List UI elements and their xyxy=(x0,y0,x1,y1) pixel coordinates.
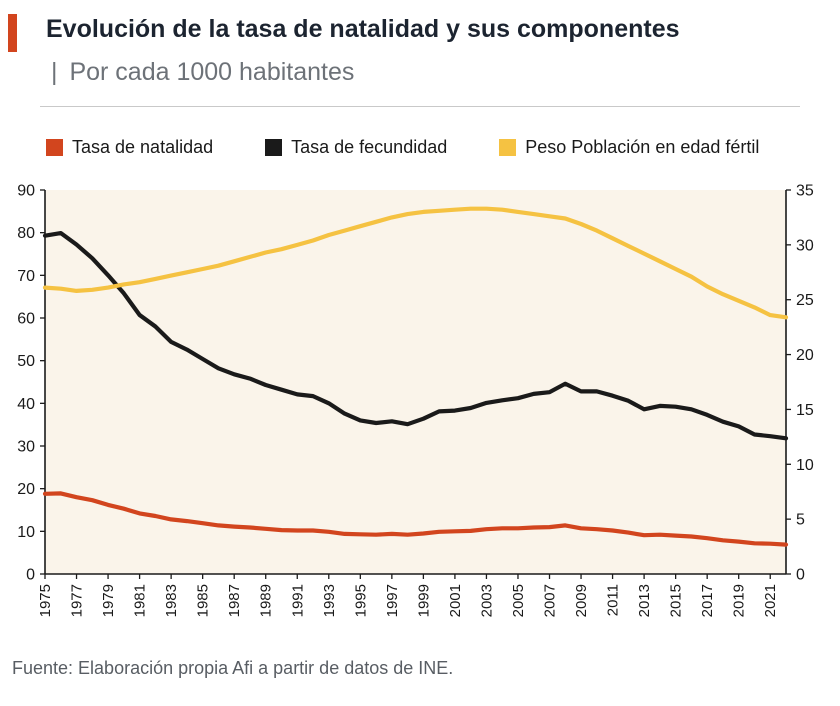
svg-text:1993: 1993 xyxy=(321,584,338,617)
svg-text:0: 0 xyxy=(26,567,35,584)
svg-text:50: 50 xyxy=(17,353,35,370)
header: Evolución de la tasa de natalidad y sus … xyxy=(0,0,840,94)
chart-svg: 0 10 20 30 40 50 60 70 80 90 0 5 10 15 20 25 30 35 1975 197… xyxy=(17,183,814,618)
title-accent-bar xyxy=(8,14,17,52)
legend-swatch xyxy=(499,139,517,156)
header-divider xyxy=(40,106,800,107)
svg-text:1995: 1995 xyxy=(352,584,369,617)
svg-text:1975: 1975 xyxy=(37,584,54,617)
legend-item-peso-poblacion: Peso Población en edad fértil xyxy=(499,137,759,158)
svg-text:1999: 1999 xyxy=(415,584,432,617)
svg-text:2013: 2013 xyxy=(636,584,653,617)
svg-text:0: 0 xyxy=(796,567,805,584)
svg-text:2015: 2015 xyxy=(668,584,685,617)
svg-text:30: 30 xyxy=(796,237,814,254)
svg-text:60: 60 xyxy=(17,311,35,328)
svg-text:2003: 2003 xyxy=(478,584,495,617)
svg-text:10: 10 xyxy=(796,457,814,474)
svg-text:1985: 1985 xyxy=(195,584,212,617)
svg-text:70: 70 xyxy=(17,268,35,285)
svg-text:1997: 1997 xyxy=(384,584,401,617)
svg-text:25: 25 xyxy=(796,292,814,309)
legend-swatch xyxy=(265,139,283,156)
svg-text:10: 10 xyxy=(17,524,35,541)
svg-text:1983: 1983 xyxy=(163,584,180,617)
svg-text:1977: 1977 xyxy=(69,584,86,617)
svg-text:30: 30 xyxy=(17,439,35,456)
svg-text:20: 20 xyxy=(796,347,814,364)
svg-text:2005: 2005 xyxy=(510,584,527,617)
svg-text:2007: 2007 xyxy=(542,584,559,617)
svg-text:35: 35 xyxy=(796,183,814,200)
legend-item-natalidad: Tasa de natalidad xyxy=(46,137,213,158)
source-note: Fuente: Elaboración propia Afi a partir … xyxy=(12,658,454,678)
svg-text:80: 80 xyxy=(17,225,35,242)
svg-text:2009: 2009 xyxy=(573,584,590,617)
svg-text:5: 5 xyxy=(796,512,805,529)
svg-text:20: 20 xyxy=(17,481,35,498)
svg-text:2011: 2011 xyxy=(605,584,622,616)
svg-text:2019: 2019 xyxy=(731,584,748,617)
legend-swatch xyxy=(46,139,63,156)
svg-text:40: 40 xyxy=(17,396,35,413)
svg-text:2017: 2017 xyxy=(699,584,716,617)
legend-label: Tasa de fecundidad xyxy=(291,137,448,157)
svg-text:2001: 2001 xyxy=(447,584,464,617)
title-main: Evolución de la tasa de natalidad y sus … xyxy=(46,15,680,43)
svg-text:1979: 1979 xyxy=(100,584,117,617)
page-title: Evolución de la tasa de natalidad y sus … xyxy=(46,8,691,94)
svg-text:1989: 1989 xyxy=(258,584,275,617)
svg-text:15: 15 xyxy=(796,402,814,419)
legend-label: Peso Población en edad fértil xyxy=(525,137,760,157)
title-separator: | xyxy=(51,58,58,86)
svg-text:2021: 2021 xyxy=(762,584,779,617)
svg-text:1987: 1987 xyxy=(226,584,243,617)
svg-text:1991: 1991 xyxy=(289,584,306,617)
title-subtitle: Por cada 1000 habitantes xyxy=(69,58,355,86)
svg-text:90: 90 xyxy=(17,183,35,200)
legend-label: Tasa de natalidad xyxy=(72,137,214,157)
svg-text:1981: 1981 xyxy=(132,584,149,617)
chart-legend: Tasa de natalidad Tasa de fecundidad Pes… xyxy=(46,137,840,158)
legend-item-fecundidad: Tasa de fecundidad xyxy=(265,137,447,158)
